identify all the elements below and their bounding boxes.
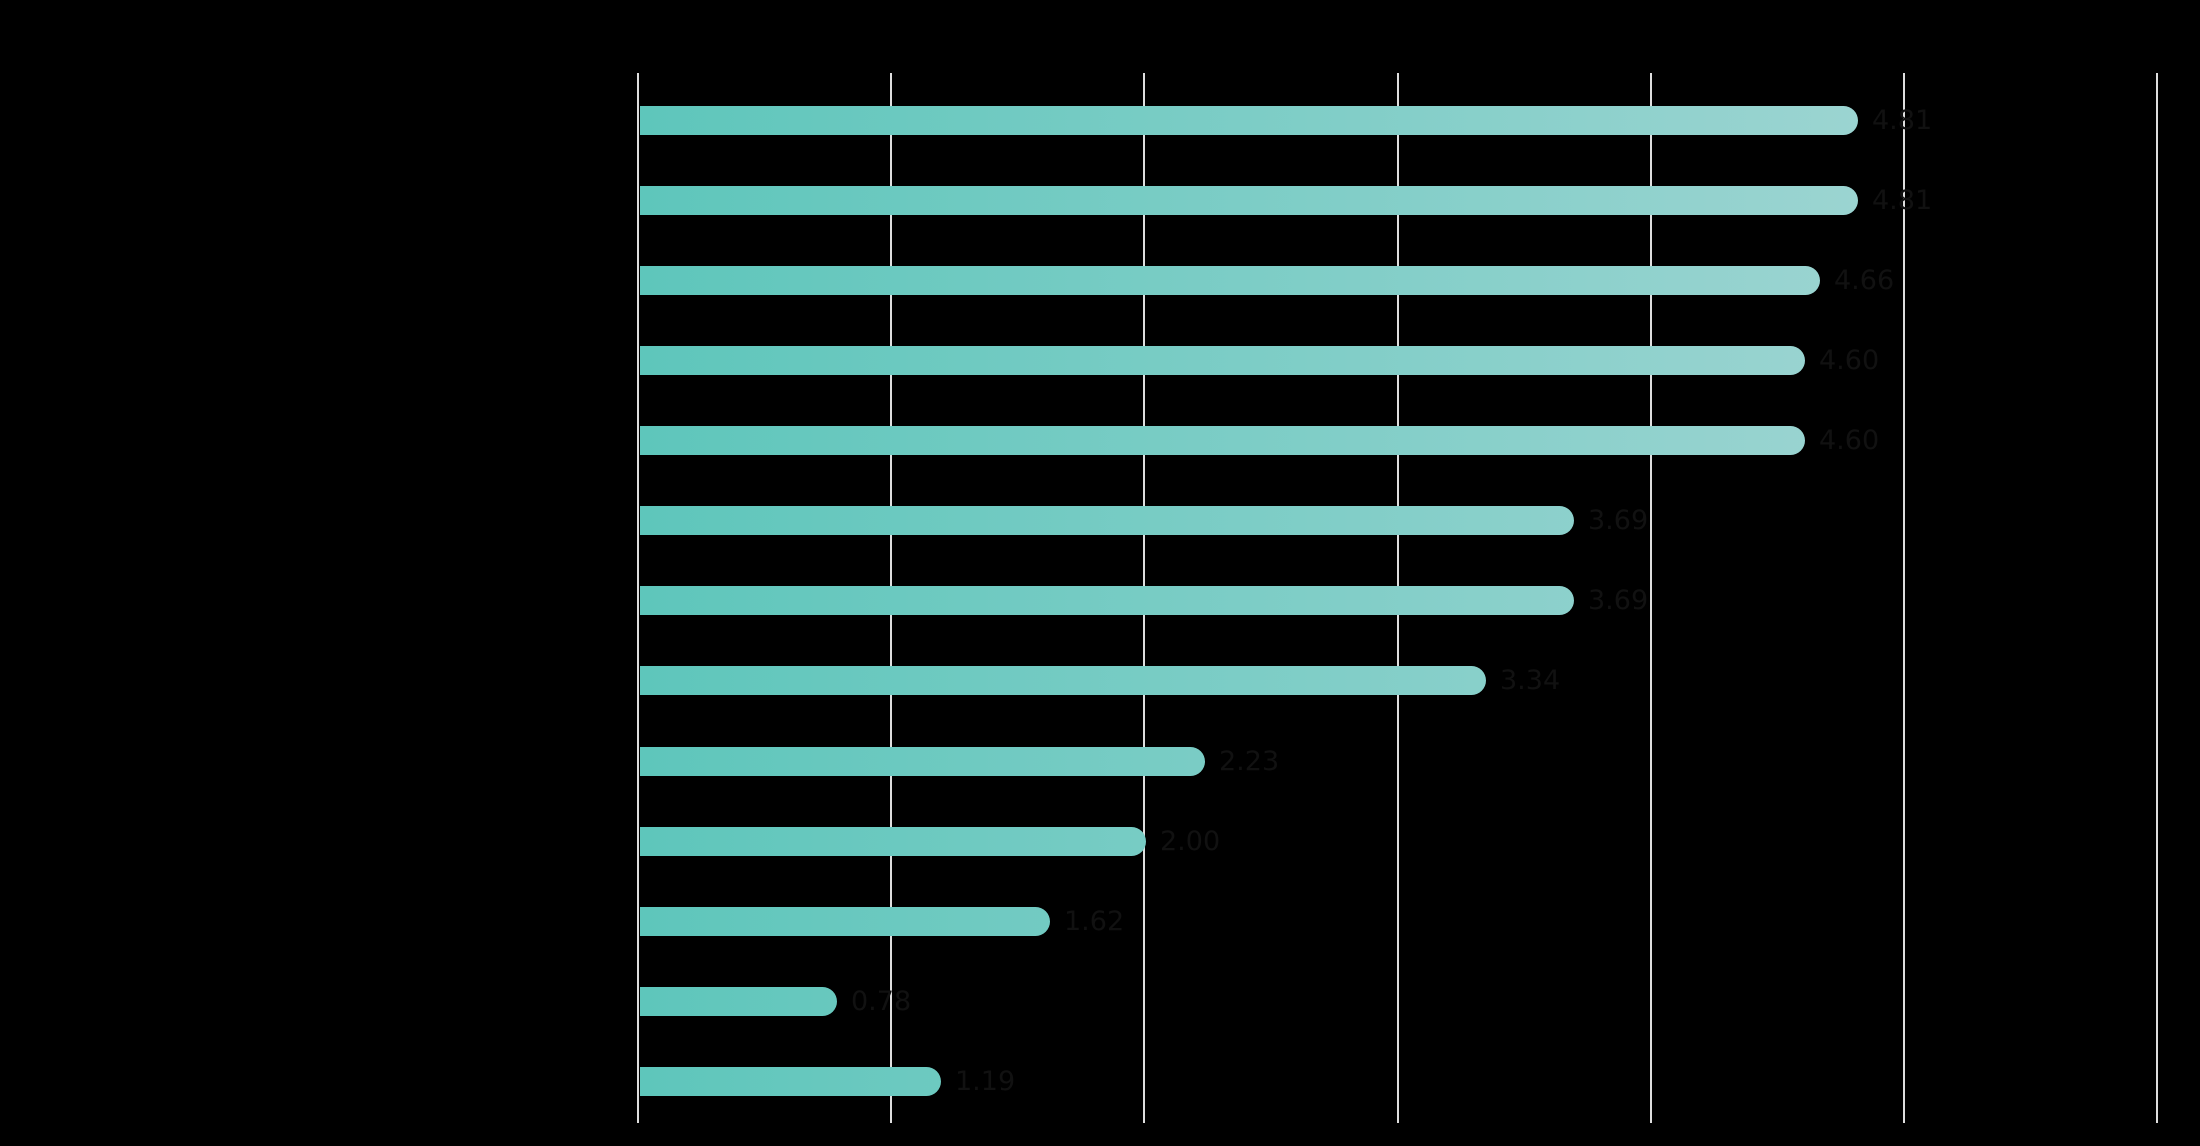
bar [640,426,1805,456]
bar-value-label: 4.60 [1819,425,1880,457]
x-gridline [637,73,639,1123]
bar-value-label: 4.66 [1834,265,1895,297]
bar-value-label: 0.78 [851,985,912,1017]
bar-value-label: 4.81 [1872,105,1933,136]
bar-value-label: 2.00 [1160,825,1221,857]
bar-value-label: 3.69 [1588,505,1649,537]
bar-value-label: 4.60 [1819,345,1880,377]
bar [640,746,1205,776]
bar [640,186,1858,216]
bar [640,346,1805,376]
plot-area: 4.81 4.81 4.66 4.60 4.60 3.69 3.69 3.34 2.23 2.00… [637,73,2158,1123]
bar [640,266,1820,296]
x-gridline [2156,73,2158,1123]
bar-value-label: 1.19 [955,1065,1016,1097]
bar-value-label: 2.23 [1219,745,1280,777]
bar [640,1066,941,1096]
bar-value-label: 3.69 [1588,585,1649,617]
x-gridline [1650,73,1652,1123]
bar-value-label: 1.62 [1064,905,1125,937]
bar-value-label: 3.34 [1500,665,1561,697]
bar [640,506,1574,536]
bar [640,986,837,1016]
bar-value-label: 4.81 [1872,185,1933,217]
bar [640,106,1858,135]
bar [640,666,1486,696]
bar [640,826,1146,856]
bar [640,906,1050,936]
bar [640,586,1574,616]
x-gridline [1903,73,1905,1123]
